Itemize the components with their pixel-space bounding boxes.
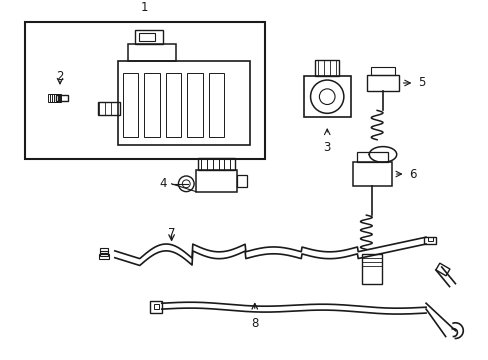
Bar [237, 175, 246, 187]
Bar [435, 263, 449, 276]
Bar [122, 73, 138, 137]
Text: 4: 4 [159, 177, 166, 190]
Text: 7: 7 [167, 227, 175, 240]
Text: 2: 2 [56, 70, 63, 83]
Bar [303, 76, 350, 117]
Bar [144, 73, 160, 137]
Bar [423, 237, 435, 244]
Bar [196, 170, 237, 192]
Bar [370, 67, 394, 75]
Bar [352, 162, 391, 186]
Bar [98, 102, 120, 115]
Bar [356, 153, 387, 162]
Bar [100, 248, 108, 253]
Bar [48, 94, 58, 102]
Bar [56, 95, 68, 100]
Bar [208, 73, 224, 137]
Text: 5: 5 [417, 76, 425, 90]
Bar [366, 75, 398, 91]
Bar [118, 62, 249, 145]
Text: 1: 1 [141, 1, 148, 14]
Bar [50, 94, 59, 102]
Bar [315, 60, 338, 76]
Bar [100, 251, 108, 256]
Text: 8: 8 [250, 317, 258, 330]
Text: 3: 3 [323, 141, 330, 154]
Bar [154, 304, 159, 309]
Bar [25, 22, 264, 159]
Bar [165, 73, 181, 137]
Bar [150, 301, 162, 313]
Text: 6: 6 [408, 167, 416, 180]
Bar [139, 33, 155, 41]
Bar [52, 94, 60, 102]
Bar [187, 73, 203, 137]
Bar [198, 158, 235, 170]
Bar [127, 44, 176, 62]
Bar [362, 254, 381, 284]
Bar [54, 94, 61, 102]
Bar [99, 254, 109, 259]
Bar [135, 30, 163, 44]
Bar [427, 237, 432, 240]
